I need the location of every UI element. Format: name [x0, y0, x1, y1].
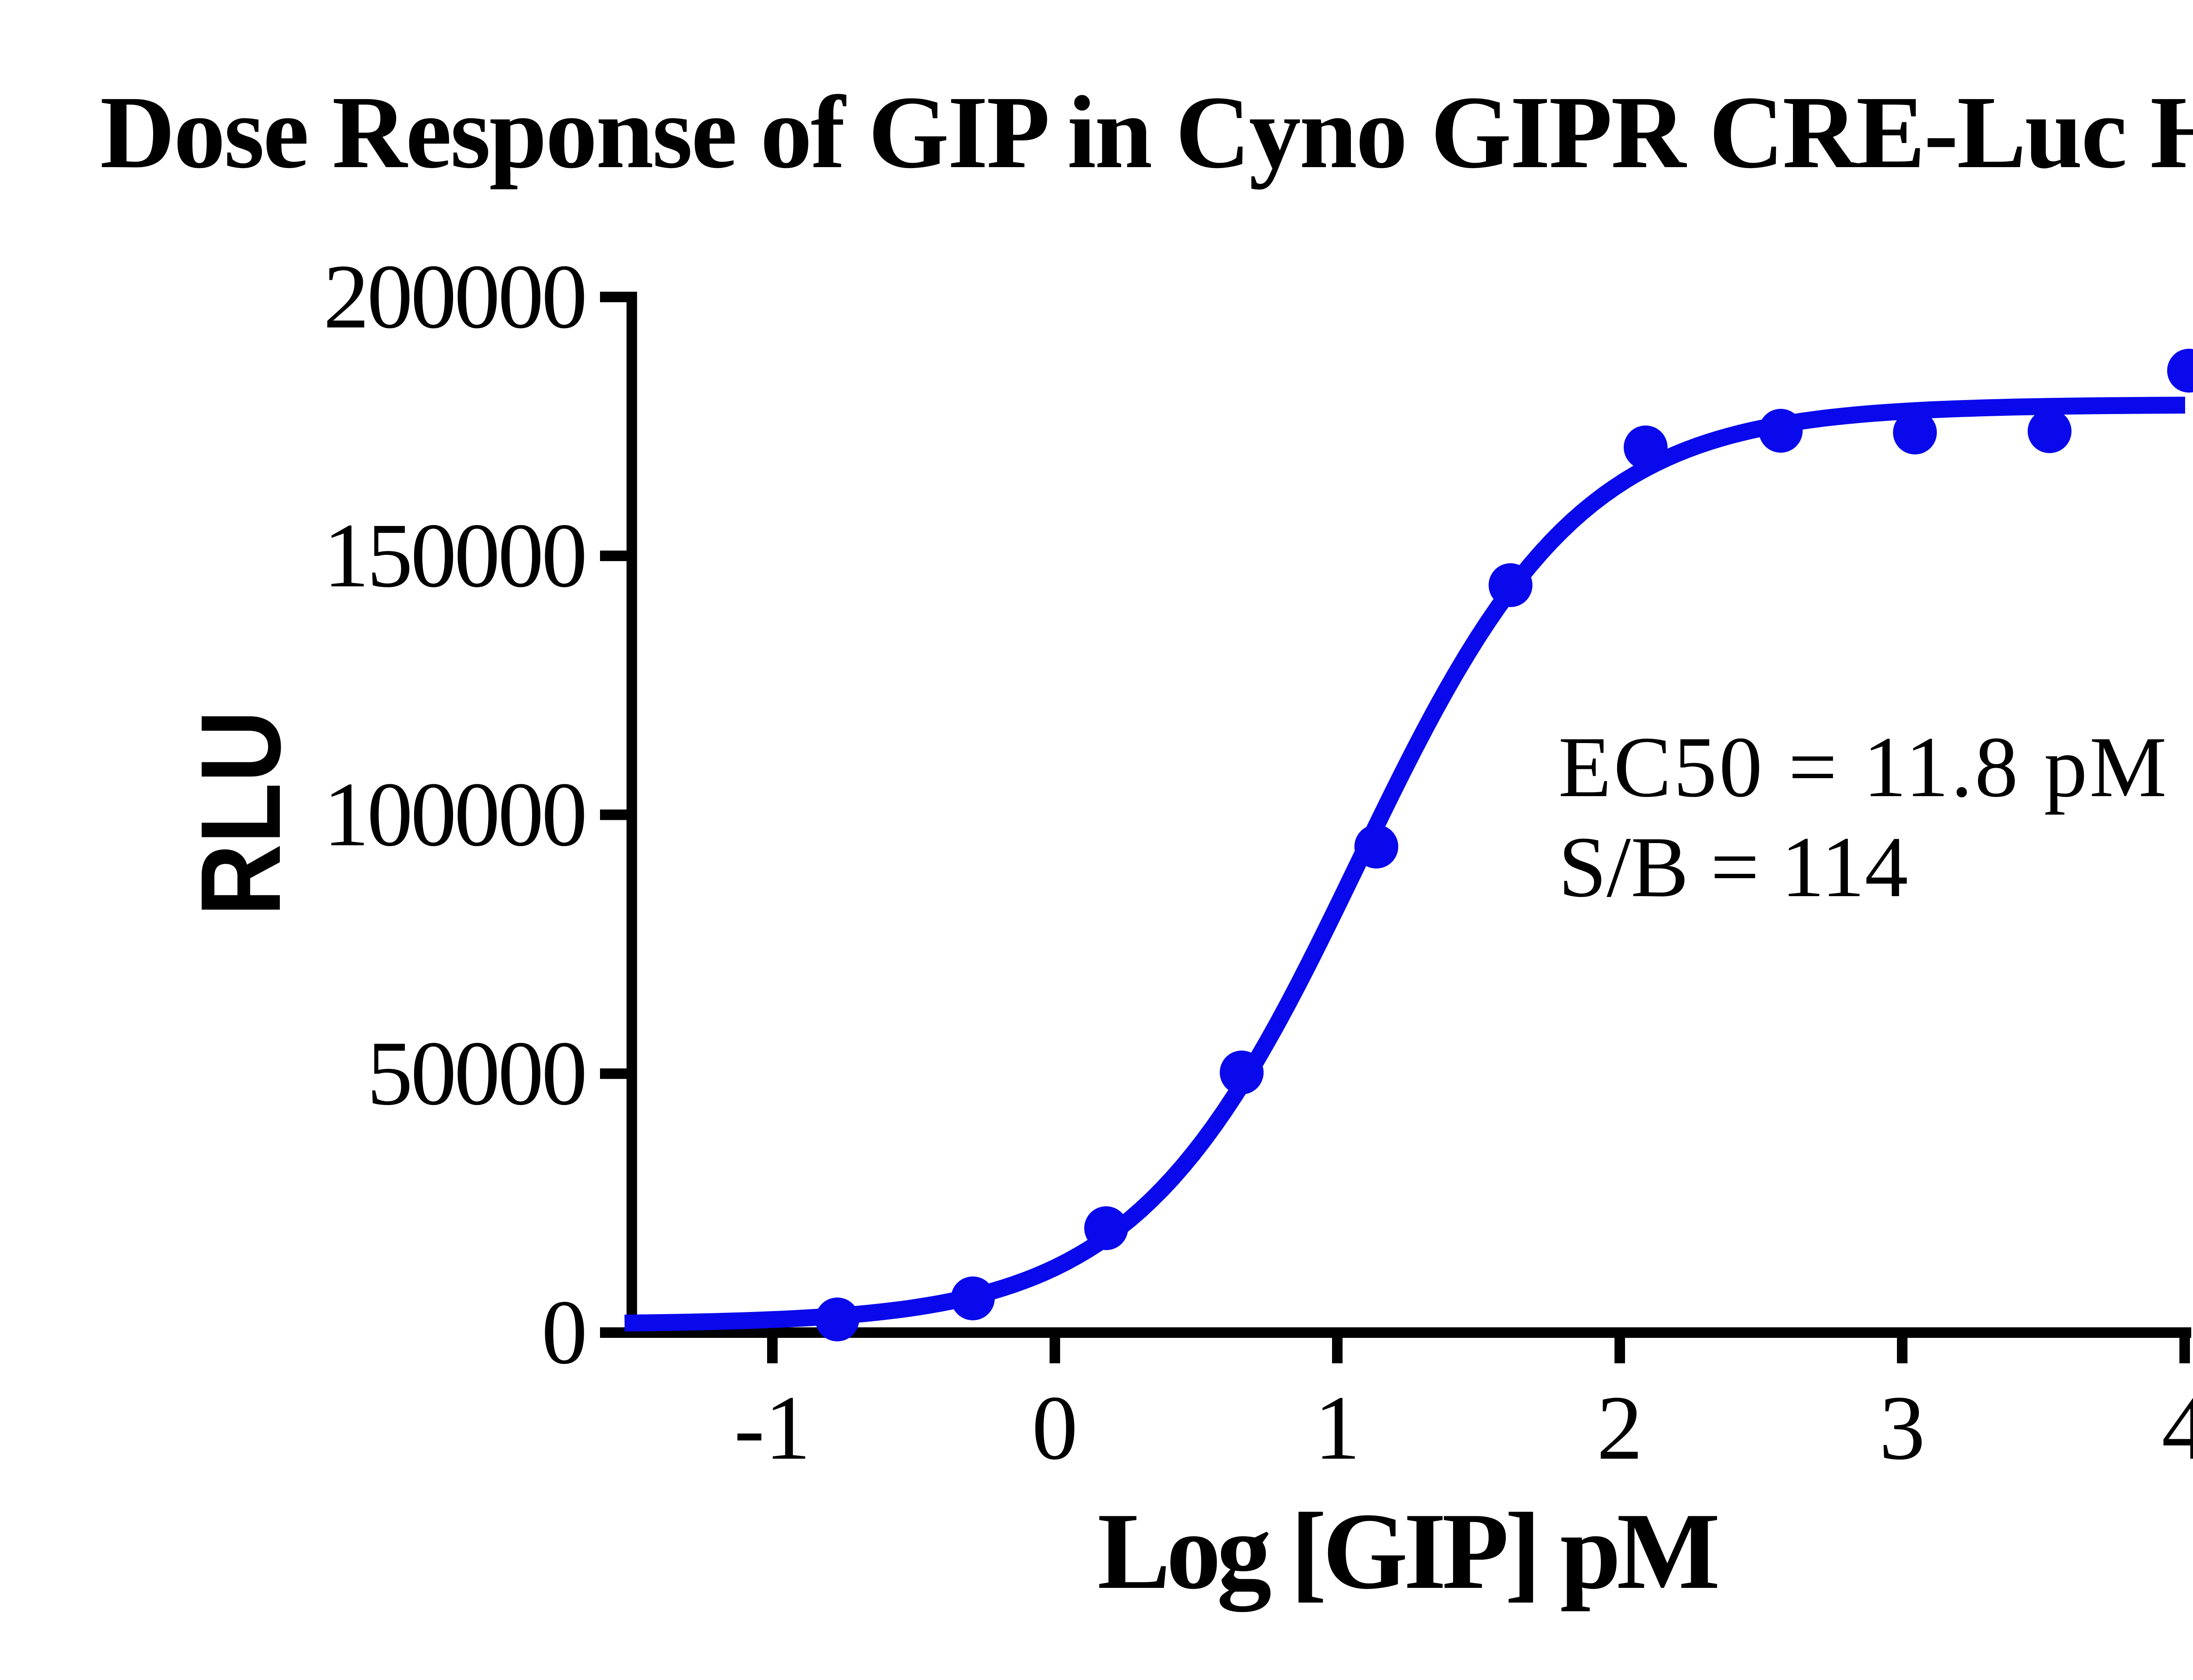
svg-text:200000: 200000	[323, 246, 585, 348]
svg-text:150000: 150000	[323, 505, 585, 607]
svg-text:50000: 50000	[367, 1022, 586, 1124]
svg-text:Dose Response of GIP in Cyno G: Dose Response of GIP in Cyno GIPR CRE-Lu…	[100, 75, 2193, 190]
svg-text:0: 0	[1032, 1377, 1078, 1479]
svg-text:0: 0	[542, 1282, 586, 1383]
svg-text:Log [GIP] pM: Log [GIP] pM	[1097, 1491, 1720, 1612]
svg-text:3: 3	[1879, 1377, 1925, 1479]
svg-text:100000: 100000	[323, 764, 585, 865]
svg-text:2: 2	[1597, 1377, 1643, 1479]
svg-text:RLU: RLU	[177, 710, 304, 916]
svg-text:1: 1	[1314, 1377, 1361, 1479]
svg-text:S/B = 114: S/B = 114	[1558, 819, 1908, 915]
svg-text:4: 4	[2162, 1377, 2193, 1479]
svg-text:-1: -1	[734, 1377, 811, 1479]
